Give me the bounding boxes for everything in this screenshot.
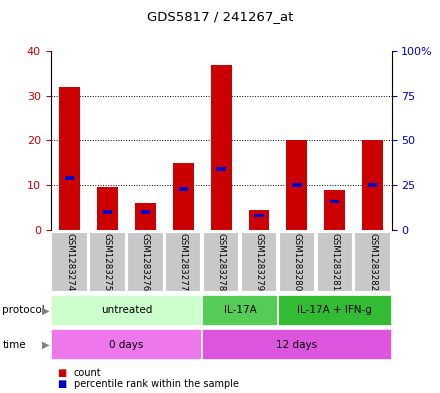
Bar [216,167,226,171]
Text: ▶: ▶ [42,305,49,316]
Bar [368,184,378,187]
Bar [279,232,315,292]
Bar [59,87,80,230]
Bar [211,64,231,230]
Bar [165,232,202,292]
Text: count: count [74,368,102,378]
Bar [249,210,269,230]
Bar [202,295,278,326]
Text: GDS5817 / 241267_at: GDS5817 / 241267_at [147,10,293,23]
Text: percentile rank within the sample: percentile rank within the sample [74,379,239,389]
Text: 0 days: 0 days [109,340,143,350]
Text: GSM1283281: GSM1283281 [330,233,339,291]
Bar [362,140,383,230]
Text: ▶: ▶ [42,340,49,350]
Text: 12 days: 12 days [276,340,317,350]
Bar [292,184,301,187]
Bar [89,232,126,292]
Text: ■: ■ [57,379,66,389]
Bar [330,200,339,203]
Text: GSM1283275: GSM1283275 [103,233,112,291]
Bar [203,232,239,292]
Bar [241,232,277,292]
Bar [103,210,112,214]
Bar [141,210,150,214]
Bar [51,295,202,326]
Bar [51,329,202,360]
Bar [51,232,88,292]
Text: IL-17A + IFN-g: IL-17A + IFN-g [297,305,372,315]
Text: IL-17A: IL-17A [224,305,257,315]
Bar [324,190,345,230]
Bar [97,187,118,230]
Bar [355,232,391,292]
Text: GSM1283278: GSM1283278 [216,233,226,291]
Text: untreated: untreated [101,305,152,315]
Text: time: time [2,340,26,350]
Text: ■: ■ [57,368,66,378]
Bar [127,232,164,292]
Bar [286,140,307,230]
Text: GSM1283280: GSM1283280 [292,233,301,291]
Bar [202,329,392,360]
Text: protocol: protocol [2,305,45,316]
Text: GSM1283276: GSM1283276 [141,233,150,291]
Bar [179,187,188,191]
Text: GSM1283279: GSM1283279 [254,233,264,291]
Bar [278,295,392,326]
Bar [173,163,194,230]
Text: GSM1283274: GSM1283274 [65,233,74,291]
Bar [254,214,264,217]
Bar [65,176,74,180]
Text: GSM1283277: GSM1283277 [179,233,188,291]
Bar [135,203,156,230]
Bar [317,232,353,292]
Text: GSM1283282: GSM1283282 [368,233,377,291]
